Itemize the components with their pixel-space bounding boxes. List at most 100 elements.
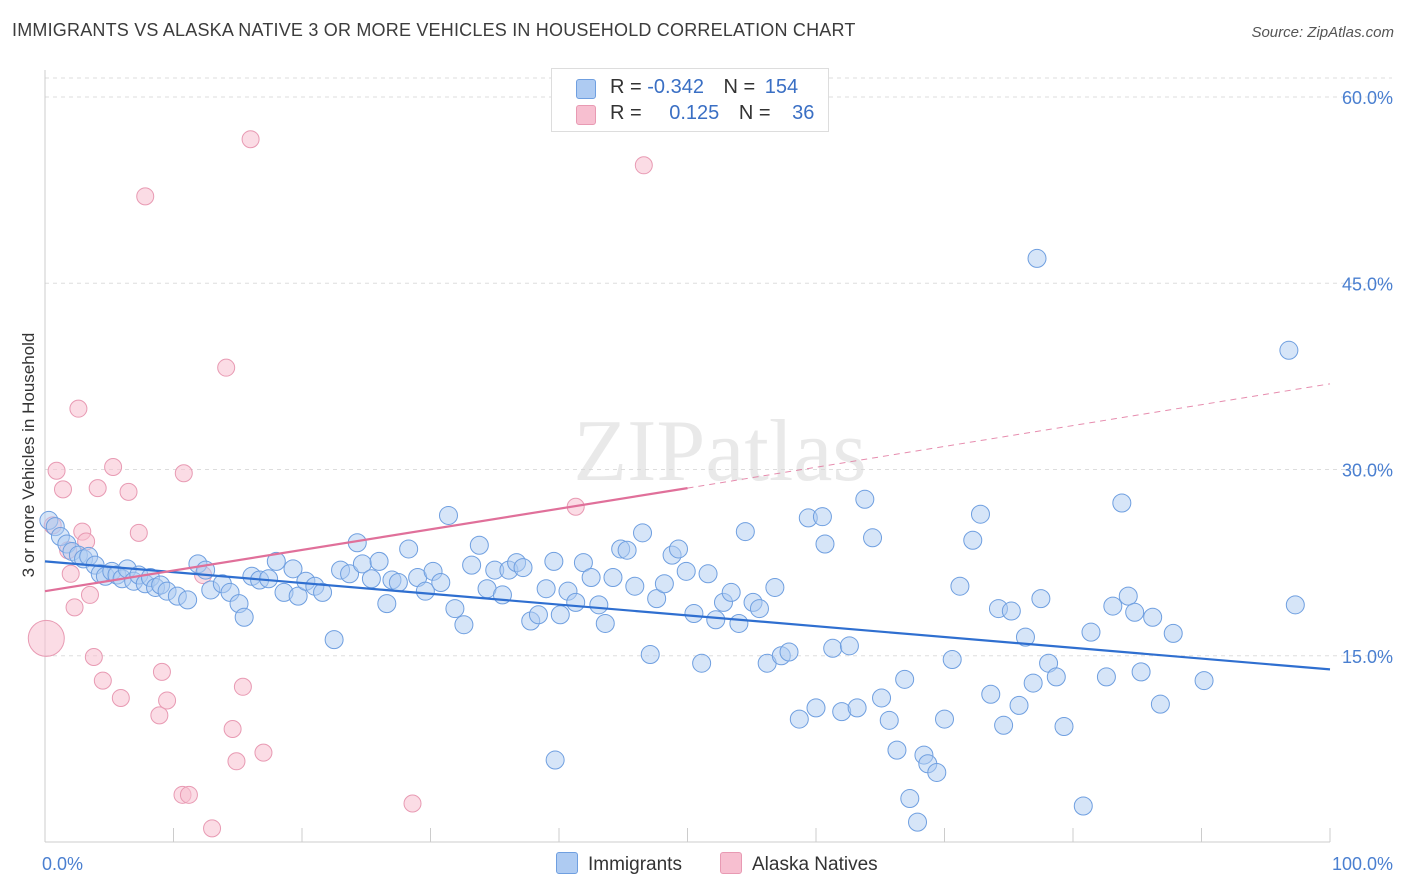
x-tick-label: 0.0% [42,854,83,874]
immigrants-point [377,594,397,614]
alaska-natives-point [403,794,422,813]
immigrants-point [1143,607,1163,627]
stats-legend: R = -0.342 N = 154 R = 0.125 N = 36 [551,68,829,132]
immigrants-point [749,599,769,619]
alaska-natives-point [233,677,252,696]
immigrants-point [863,528,883,548]
alaska-natives-point [136,187,155,206]
immigrants-point [595,613,615,633]
immigrants-point [1046,667,1066,687]
immigrants-point [178,590,198,610]
immigrants-point [706,610,726,630]
immigrants-point [544,551,564,571]
bottom-legend-immigrants: Immigrants [556,852,682,876]
immigrants-point [900,789,920,809]
immigrants-point [469,535,489,555]
immigrants-point [288,586,308,606]
alaska-natives-trend-extension [687,383,1331,489]
y-axis-label: 3 or more Vehicles in Household [19,333,38,578]
alaska-natives-point [53,480,72,499]
immigrants-point [566,592,586,612]
axes [44,70,1331,843]
immigrants-point [1150,694,1170,714]
legend-swatch-alaska [576,105,596,125]
alaska-natives-point [47,461,66,480]
immigrants-point [589,595,609,615]
immigrants-point [1112,493,1132,513]
immigrants-point [617,540,637,560]
alaska-natives-point [104,458,123,477]
immigrants-point [879,710,899,730]
immigrants-point [721,582,741,602]
x-tick-label: 100.0% [1332,854,1393,874]
immigrants-point [735,522,755,542]
y-tick-label: 60.0% [1342,88,1393,108]
immigrants-point [369,551,389,571]
immigrants-point [789,709,809,729]
alaska-natives-point [61,564,80,583]
bottom-legend-alaska: Alaska Natives [720,852,878,876]
alaska-natives-point [88,479,107,498]
immigrants-point [855,489,875,509]
alaska-natives-points [27,130,653,838]
alaska-natives-point [227,752,246,771]
immigrants-point [1125,602,1145,622]
immigrants-point [234,607,254,627]
alaska-natives-point [111,688,130,707]
y-tick-label: 45.0% [1342,274,1393,294]
immigrants-point [603,568,623,588]
immigrants-point [994,715,1014,735]
immigrants-point [647,589,667,609]
legend-n-label: N = [738,102,771,124]
immigrants-point [573,553,593,573]
immigrants-point [950,576,970,596]
watermark: ZIPatlas [573,403,866,500]
immigrants-point [812,507,832,527]
immigrants-point [283,559,303,579]
immigrants-point [313,582,333,602]
y-tick-label: 15.0% [1342,647,1393,667]
immigrants-point [545,750,565,770]
immigrants-point [1118,586,1138,606]
alaska-natives-point [93,671,112,690]
immigrants-point [692,653,712,673]
immigrants-point [887,740,907,760]
alaska-natives-point [179,785,198,804]
immigrants-point [361,569,381,589]
immigrants-point [908,812,928,832]
immigrants-point [1001,601,1021,621]
immigrants-point [1015,627,1035,647]
immigrants-points [39,248,1305,832]
immigrants-point [340,564,360,584]
alaska-natives-point [119,482,138,501]
immigrants-point [935,709,954,729]
immigrants-point [1027,248,1047,268]
alaska-natives-point [27,619,65,657]
alaska-natives-point [174,464,193,483]
immigrants-point [927,762,947,782]
alaska-natives-point [254,743,273,762]
immigrants-point [1073,796,1093,816]
alaska-natives-point [69,399,88,418]
legend-n-label: N = [723,76,756,98]
legend-swatch-alaska [720,852,742,874]
chart-title: IMMIGRANTS VS ALASKA NATIVE 3 OR MORE VE… [12,20,856,40]
immigrants-point [438,505,458,525]
alaska-natives-point [203,819,222,838]
legend-r-value: -0.342 [647,76,704,98]
alaska-natives-point [223,720,242,739]
alaska-natives-point [65,598,84,617]
immigrants-point [847,698,867,718]
immigrants-trend-line [44,560,1331,671]
immigrants-point [963,530,983,550]
alaska-natives-point [241,130,260,149]
alaska-natives-point [152,662,171,681]
legend-r-value: 0.125 [669,102,720,124]
legend-r-label: R = [610,76,642,98]
immigrants-point [779,642,799,662]
immigrants-point [942,649,962,669]
immigrants-point [1131,662,1151,682]
alaska-natives-point [217,358,236,377]
immigrants-point [1023,673,1043,693]
immigrants-point [839,636,859,656]
